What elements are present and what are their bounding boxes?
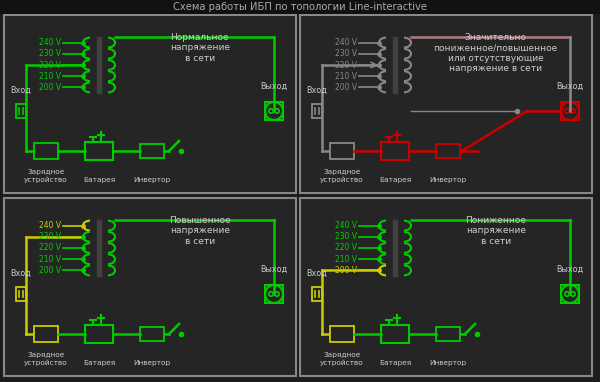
Text: Вход: Вход [11,86,31,95]
Bar [85,142,113,160]
Bar [330,326,354,342]
Bar [0,0,600,14]
Text: Значительно
пониженное/повышенное
или отсутствующие
напряжение в сети: Значительно пониженное/повышенное или от… [434,33,558,73]
Text: 220 V: 220 V [39,243,61,253]
Text: 220 V: 220 V [335,60,357,70]
Text: Выход: Выход [556,82,584,91]
Text: Выход: Выход [556,265,584,274]
Text: Пониженное
напряжение
в сети: Пониженное напряжение в сети [465,216,526,246]
Text: Схема работы ИБП по топологии Line-interactive: Схема работы ИБП по топологии Line-inter… [173,2,427,12]
Text: Вход: Вход [307,269,328,278]
Text: 240 V: 240 V [39,38,61,47]
Bar [381,325,409,343]
Bar [16,287,26,301]
Text: 200 V: 200 V [39,266,61,275]
Bar [330,143,354,159]
Text: 230 V: 230 V [39,49,61,58]
Text: 210 V: 210 V [335,72,357,81]
Bar [34,326,58,342]
Text: Выход: Выход [260,82,287,91]
Bar [436,327,460,341]
Text: 230 V: 230 V [335,49,357,58]
Bar [393,220,397,276]
Bar [312,287,322,301]
Text: Зарядное
устройство: Зарядное устройство [320,353,364,366]
Text: Инвертор: Инвертор [133,177,170,183]
Text: 210 V: 210 V [39,72,61,81]
Bar [265,285,283,303]
Text: Батарея: Батарея [379,360,411,366]
Bar [97,37,101,93]
Text: 230 V: 230 V [39,232,61,241]
Text: 210 V: 210 V [39,255,61,264]
Text: 210 V: 210 V [335,255,357,264]
Text: Вход: Вход [307,86,328,95]
Text: Зарядное
устройство: Зарядное устройство [320,169,364,183]
Text: 220 V: 220 V [39,60,61,70]
Bar [393,37,397,93]
Text: 200 V: 200 V [39,83,61,92]
Bar [4,15,296,193]
Text: Вход: Вход [11,269,31,278]
Bar [16,104,26,118]
Text: Батарея: Батарея [83,177,115,183]
Text: 240 V: 240 V [335,221,357,230]
Text: Инвертор: Инвертор [430,177,467,183]
Bar [436,144,460,158]
Text: 230 V: 230 V [335,232,357,241]
Text: Зарядное
устройство: Зарядное устройство [24,353,68,366]
Text: Батарея: Батарея [379,177,411,183]
Text: Батарея: Батарея [83,360,115,366]
Bar [265,102,283,120]
Text: Выход: Выход [260,265,287,274]
Bar [300,198,592,376]
Bar [34,143,58,159]
Bar [381,142,409,160]
Bar [140,327,164,341]
Text: Инвертор: Инвертор [430,360,467,366]
Bar [4,198,296,376]
Text: 200 V: 200 V [335,83,357,92]
Text: 200 V: 200 V [335,266,357,275]
Text: Зарядное
устройство: Зарядное устройство [24,169,68,183]
Text: 240 V: 240 V [335,38,357,47]
Text: 220 V: 220 V [335,243,357,253]
Bar [97,220,101,276]
Text: Инвертор: Инвертор [133,360,170,366]
Text: Повышенное
напряжение
в сети: Повышенное напряжение в сети [169,216,230,246]
Bar [312,104,322,118]
Bar [140,144,164,158]
Bar [300,15,592,193]
Bar [561,102,579,120]
Bar [561,285,579,303]
Bar [85,325,113,343]
Text: Нормальное
напряжение
в сети: Нормальное напряжение в сети [170,33,230,63]
Text: 240 V: 240 V [39,221,61,230]
